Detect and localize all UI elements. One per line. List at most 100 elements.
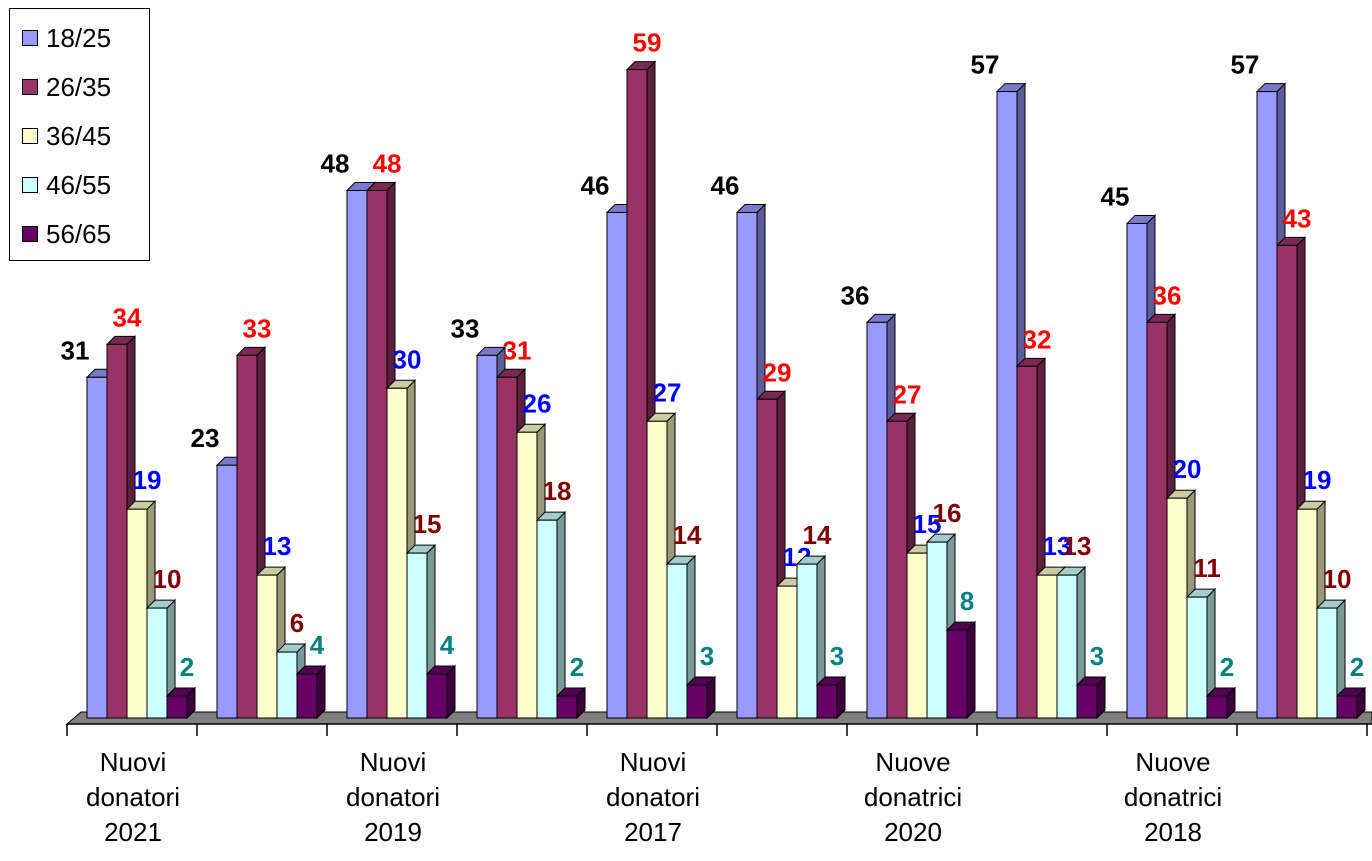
bar [816, 684, 838, 719]
bar [476, 354, 498, 719]
bar [1146, 321, 1168, 719]
data-label: 43 [1283, 203, 1312, 233]
data-label: 2 [570, 652, 584, 682]
bar-side [556, 510, 566, 720]
category-label-line: Nuove [1135, 747, 1211, 777]
data-label: 2 [1350, 652, 1364, 682]
data-label: 10 [153, 564, 182, 594]
data-label: 33 [243, 313, 272, 343]
bar [106, 343, 128, 719]
bar [426, 673, 448, 719]
category-label-nuovi-donatori-2017: Nuovi donatori 2017 [553, 745, 753, 850]
bar [516, 431, 538, 719]
data-label: 3 [830, 641, 844, 671]
bar [906, 552, 928, 719]
bar [606, 211, 628, 719]
category-label-line: 2018 [1144, 817, 1202, 847]
data-label: 23 [191, 423, 220, 453]
bar [1186, 596, 1208, 719]
data-label: 32 [1023, 324, 1052, 354]
data-label: 20 [1173, 454, 1202, 484]
data-label: 2 [180, 652, 194, 682]
data-label: 30 [393, 344, 422, 374]
data-label: 34 [113, 302, 142, 332]
data-label: 46 [581, 170, 610, 200]
legend-label-36-45: 36/45 [46, 120, 112, 151]
bar [556, 695, 578, 719]
data-label: 33 [451, 313, 480, 343]
bar [666, 563, 688, 719]
bar [1296, 508, 1318, 719]
legend: 18/25 26/35 36/45 46/55 56/65 [9, 8, 150, 261]
category-label-line: 2021 [104, 817, 162, 847]
bar [996, 91, 1018, 719]
bar-side [446, 664, 456, 720]
data-label: 36 [1153, 280, 1182, 310]
legend-swatch-26-35 [22, 79, 38, 95]
data-label: 19 [1303, 465, 1332, 495]
legend-item-36-45: 36/45 [22, 121, 111, 151]
category-label-line: donatrici [1123, 782, 1223, 812]
bar [776, 585, 798, 719]
category-label-line: donatori [606, 782, 700, 812]
legend-swatch-18-25 [22, 30, 38, 46]
data-label: 57 [1231, 50, 1260, 80]
data-label: 19 [133, 465, 162, 495]
data-label: 3 [1090, 641, 1104, 671]
category-label-nuovi-donatori-2019: Nuovi donatori 2019 [293, 745, 493, 850]
bar [406, 552, 428, 719]
bar [296, 673, 318, 719]
data-label: 4 [440, 630, 455, 660]
data-label: 14 [673, 520, 702, 550]
legend-item-26-35: 26/35 [22, 72, 111, 102]
bar [386, 387, 408, 719]
legend-item-18-25: 18/25 [22, 23, 111, 53]
data-label: 36 [841, 280, 870, 310]
category-label-nuovi-donatori-2021: Nuovi donatori 2021 [33, 745, 233, 850]
bar [1126, 222, 1148, 719]
data-label: 13 [263, 531, 292, 561]
category-label-line: donatori [346, 782, 440, 812]
bar [1056, 574, 1078, 719]
bar [626, 69, 648, 719]
data-label: 2 [1220, 652, 1234, 682]
bar [536, 519, 558, 719]
data-label: 31 [503, 335, 532, 365]
legend-label-56-65: 56/65 [46, 218, 112, 249]
data-label: 48 [373, 148, 402, 178]
bar [1256, 91, 1278, 719]
data-label: 15 [413, 509, 442, 539]
bar [86, 376, 108, 719]
bar [366, 189, 388, 719]
bar-side [966, 620, 976, 720]
bar [276, 651, 298, 719]
data-label: 26 [523, 388, 552, 418]
data-label: 4 [310, 630, 325, 660]
data-label: 31 [61, 335, 90, 365]
legend-item-56-65: 56/65 [22, 219, 111, 249]
data-label: 45 [1101, 181, 1130, 211]
bar-side [316, 664, 326, 720]
bar [1336, 695, 1358, 719]
bar [646, 420, 668, 719]
bar [126, 508, 148, 719]
bar [946, 629, 968, 719]
category-label-line: Nuovi [359, 747, 427, 777]
bar [346, 189, 368, 719]
bar [866, 321, 888, 719]
legend-swatch-36-45 [22, 128, 38, 144]
bar [146, 607, 168, 719]
bar [886, 420, 908, 719]
data-label: 18 [543, 476, 572, 506]
data-label: 57 [971, 50, 1000, 80]
category-label-nuove-donatrici-2018: Nuove donatrici 2018 [1073, 745, 1273, 850]
bar [1206, 695, 1228, 719]
legend-swatch-46-55 [22, 177, 38, 193]
bar [256, 574, 278, 719]
legend-swatch-56-65 [22, 226, 38, 242]
bar [236, 354, 258, 719]
data-label: 3 [700, 641, 714, 671]
category-label-line: Nuovi [99, 747, 167, 777]
data-label: 27 [653, 377, 682, 407]
